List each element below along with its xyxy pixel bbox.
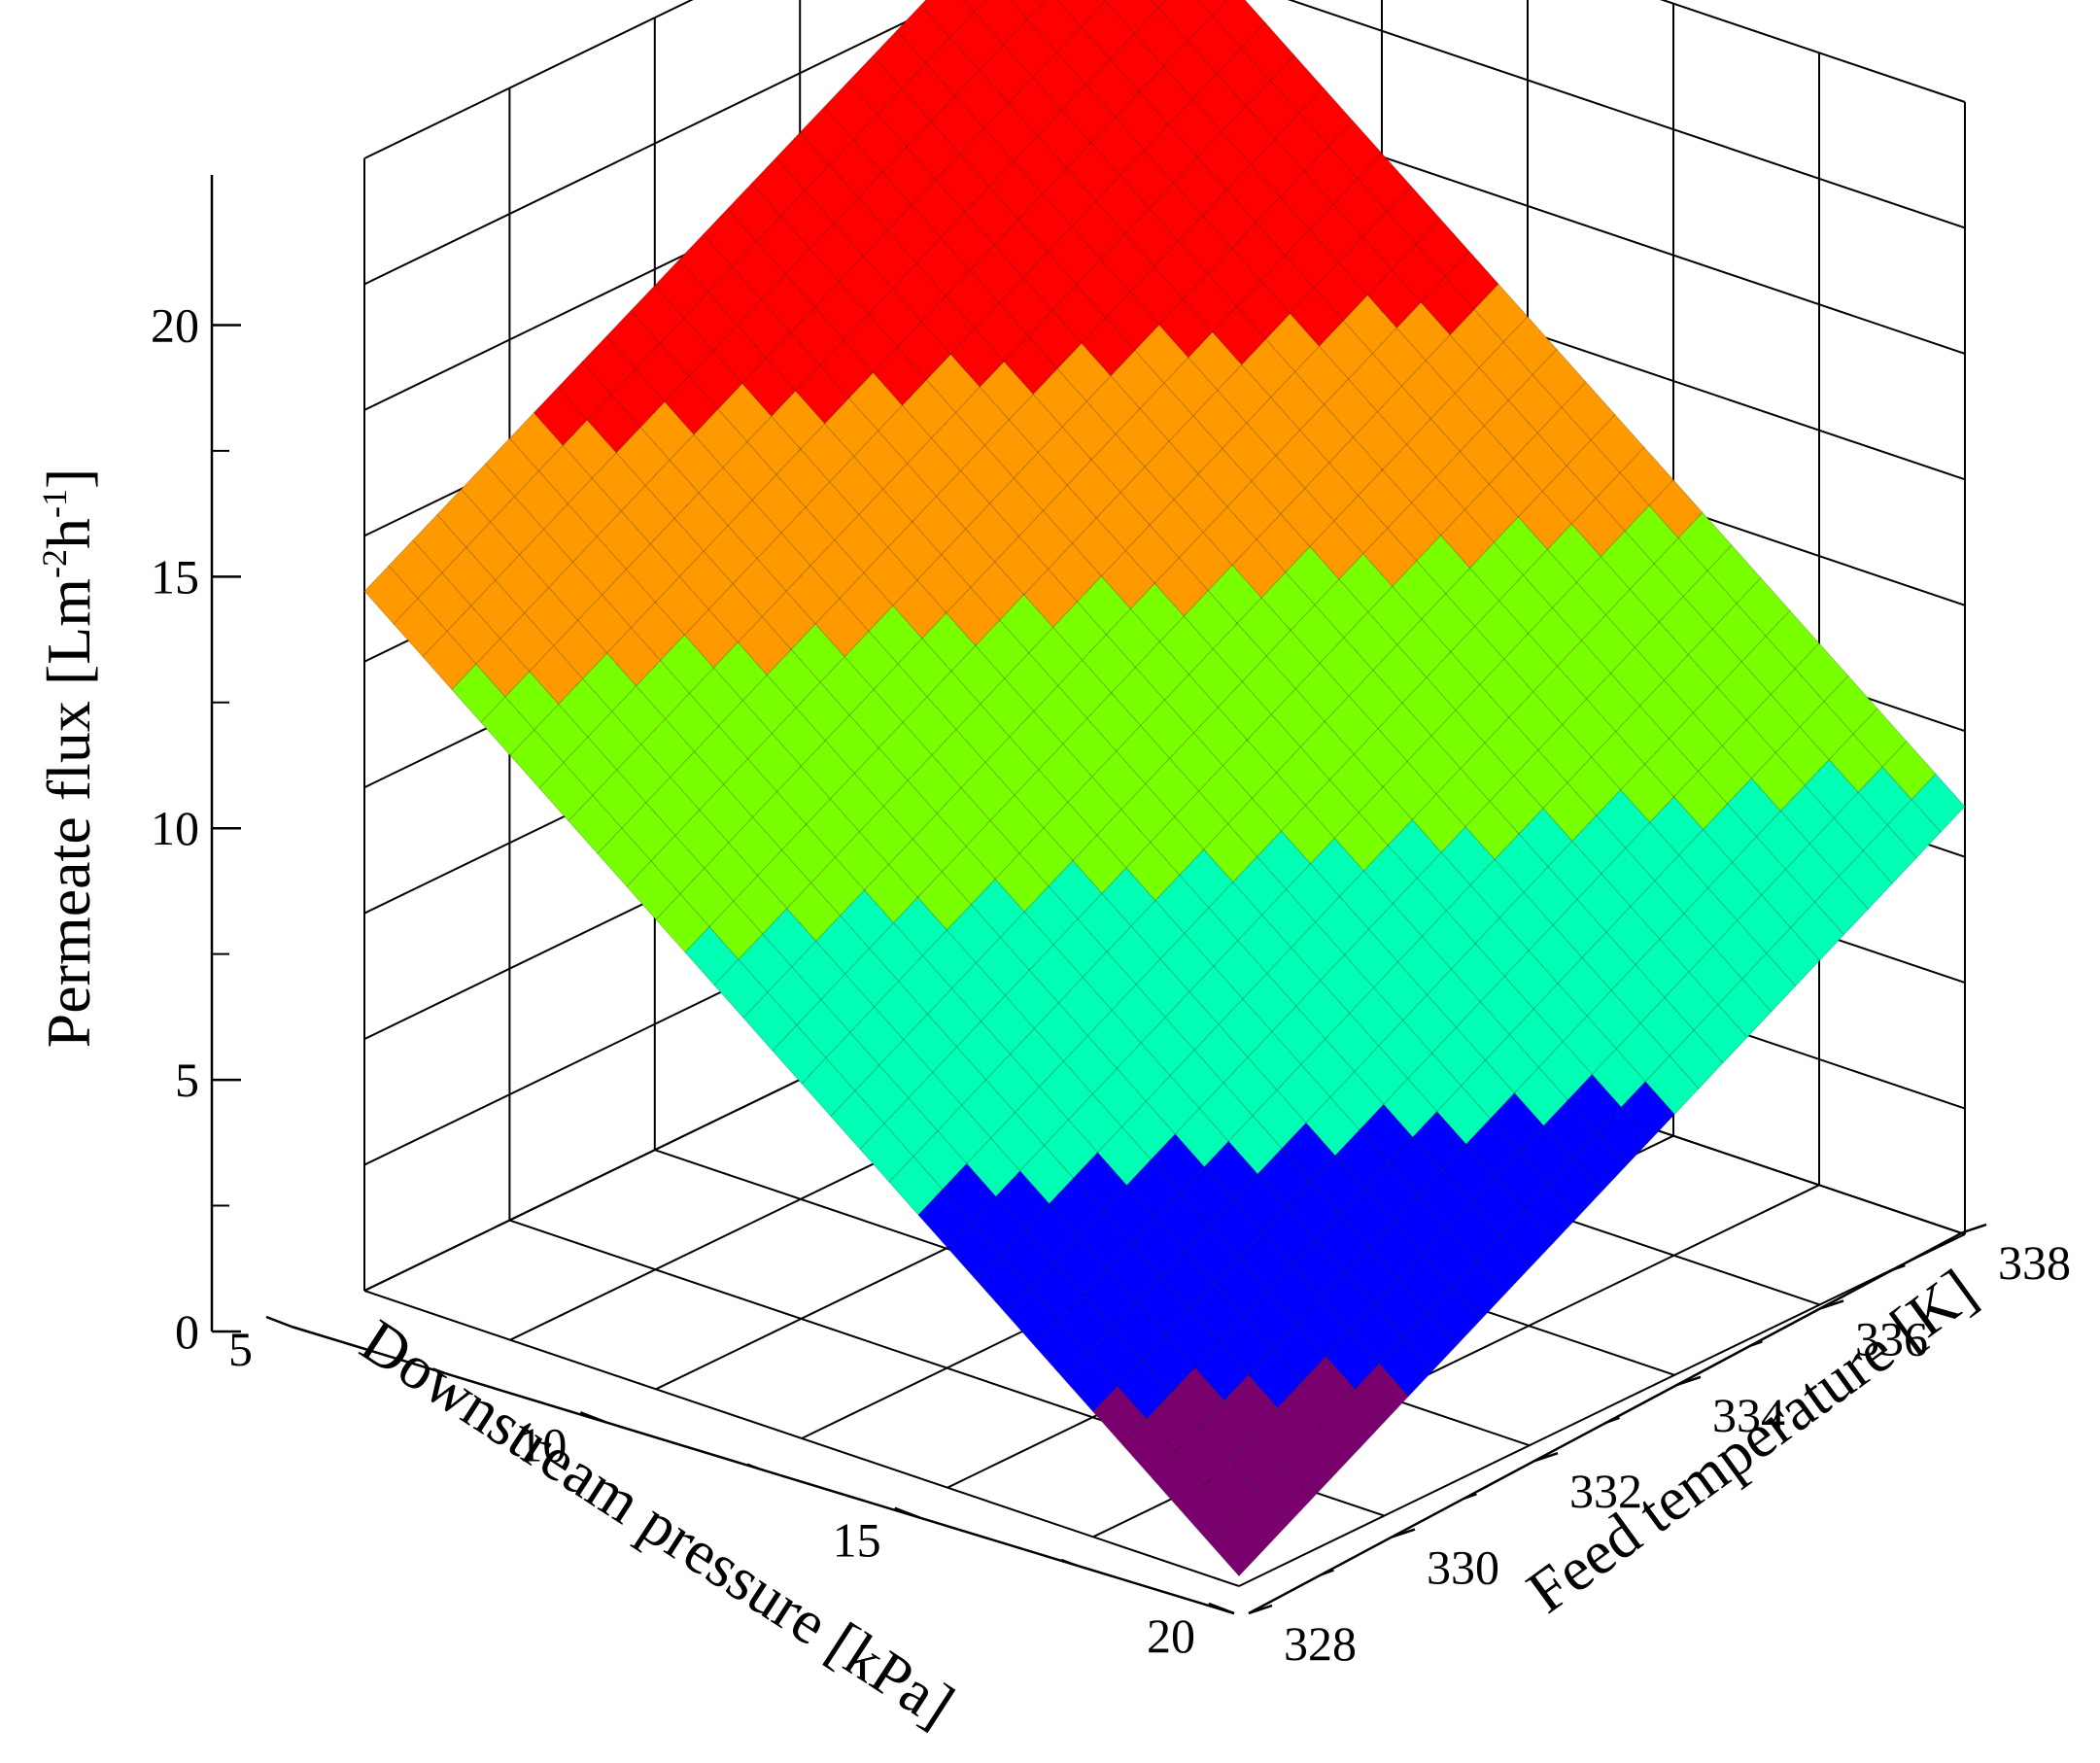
surface-cell — [1233, 1491, 1289, 1552]
y-tick — [1962, 1223, 1987, 1234]
wall-gridline — [363, 0, 953, 286]
y-minor-tick — [1748, 1340, 1763, 1348]
surface-cell — [1693, 1004, 1748, 1064]
x-tick-label: 10 — [518, 1417, 567, 1471]
z-axis-title-mid: h — [34, 518, 103, 549]
surface-cell — [1813, 876, 1870, 936]
y-minor-tick — [1463, 1493, 1477, 1501]
y-minor-tick — [1891, 1264, 1906, 1272]
x-minor-tick — [432, 1367, 450, 1376]
surface-cell — [1378, 1337, 1433, 1398]
surface-cell — [1766, 926, 1821, 987]
y-minor-tick — [1605, 1417, 1620, 1424]
surface-cell — [1257, 1465, 1313, 1526]
z-tick-label: 5 — [175, 1053, 199, 1107]
y-axis-title: Feed temperature [K] — [1515, 1256, 1988, 1626]
y-tick — [1533, 1452, 1559, 1463]
z-axis-title-end: ] — [34, 468, 103, 489]
y-tick-label: 338 — [1998, 1235, 2071, 1290]
y-tick-label: 334 — [1712, 1388, 1785, 1442]
y-tick — [1391, 1528, 1416, 1538]
surface-plot — [363, 0, 1966, 1577]
surface-cell — [1197, 0, 1227, 17]
x-tick — [265, 1315, 293, 1329]
x-tick — [894, 1506, 921, 1519]
surface-cell — [1282, 1439, 1337, 1501]
surface-cell — [1103, 0, 1108, 2]
y-minor-tick — [1320, 1569, 1334, 1576]
surface-cell — [1571, 1131, 1628, 1193]
z-axis-title-exp1: -2 — [35, 549, 74, 578]
y-tick — [1248, 1604, 1273, 1615]
x-minor-tick — [746, 1463, 764, 1471]
y-tick — [1676, 1375, 1702, 1386]
y-tick — [1819, 1299, 1844, 1310]
z-tick-label: 0 — [175, 1304, 199, 1359]
z-axis-title: Permeate flux [Lm-2h-1] — [34, 468, 103, 1049]
x-tick — [579, 1411, 606, 1424]
y-tick-label: 336 — [1855, 1311, 1928, 1365]
floor-gridline — [1238, 1233, 1966, 1587]
z-axis-title-exp2: -1 — [35, 489, 74, 518]
surface-cell — [1354, 1363, 1409, 1424]
z-tick-label: 10 — [151, 801, 199, 855]
z-axis-title-main: Permeate flux [Lm — [34, 578, 103, 1048]
surface-cell — [1209, 1516, 1264, 1577]
y-tick-label: 328 — [1284, 1616, 1357, 1671]
y-tick-label: 330 — [1427, 1540, 1499, 1595]
x-minor-tick — [1060, 1558, 1078, 1567]
y-tick-label: 332 — [1569, 1464, 1642, 1518]
x-tick-label: 20 — [1147, 1608, 1195, 1663]
surface-cell — [1150, 0, 1168, 10]
x-tick-label: 5 — [228, 1322, 253, 1376]
surface-cell — [1475, 1234, 1531, 1296]
surface-cell — [1911, 773, 1966, 834]
surface-cell — [1862, 824, 1917, 884]
x-tick-label: 15 — [833, 1513, 881, 1568]
surface-cell — [1596, 1106, 1651, 1167]
x-tick — [1208, 1602, 1235, 1615]
z-tick-label: 20 — [151, 297, 199, 352]
z-tick-label: 15 — [151, 549, 199, 604]
surface-cell — [1499, 1209, 1555, 1269]
wall-gridline — [363, 0, 694, 159]
floor-gridline — [363, 1290, 1240, 1587]
